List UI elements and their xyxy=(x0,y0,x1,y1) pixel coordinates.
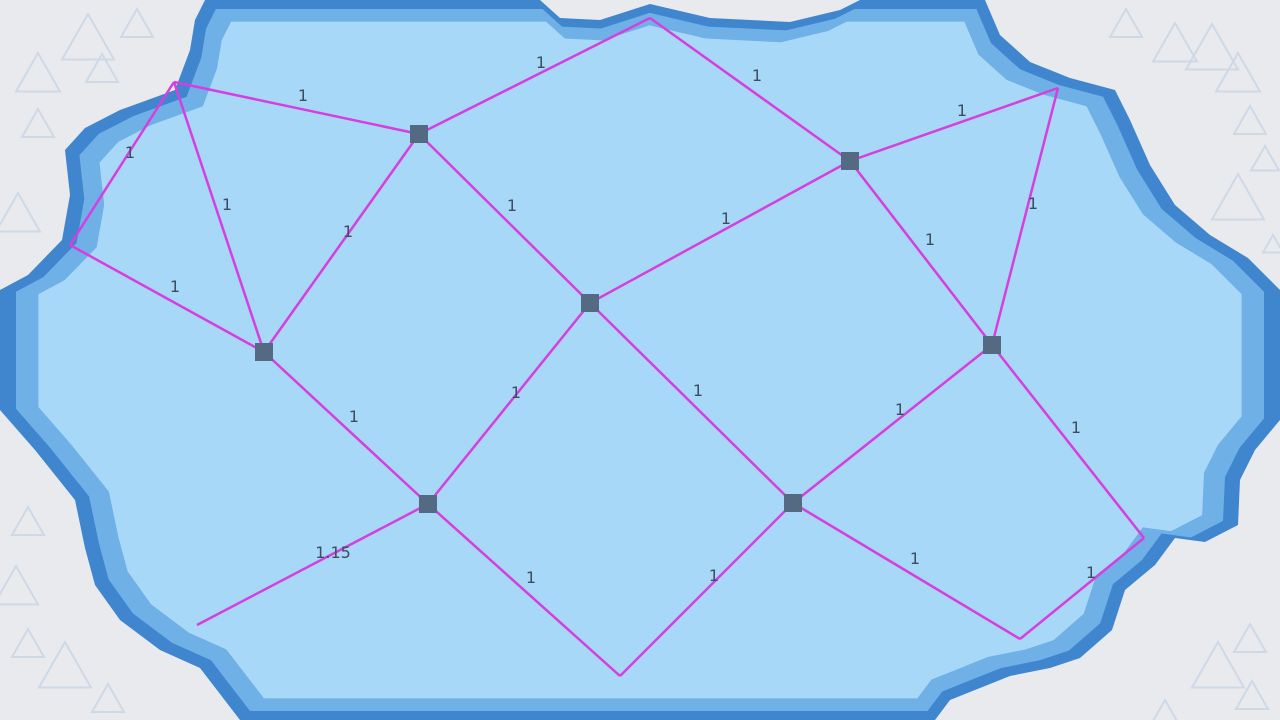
edge-weight-j1-j3: 1 xyxy=(507,196,517,215)
edge-weight-j1-j2: 1 xyxy=(343,222,353,241)
background-triangle xyxy=(1110,9,1142,37)
junction-j1[interactable] xyxy=(410,125,428,143)
background-triangle xyxy=(121,9,153,37)
background-triangle xyxy=(1186,24,1238,70)
background-triangle xyxy=(1216,53,1260,92)
background-triangle xyxy=(1153,700,1177,720)
background-triangle xyxy=(1263,235,1280,253)
edge-weight-f-e: 1 xyxy=(1086,563,1096,582)
edge-weight-j7-d: 1 xyxy=(709,566,719,585)
background-triangle xyxy=(39,642,91,688)
background-triangle xyxy=(0,193,40,232)
background-triangle xyxy=(1236,681,1268,709)
edge-weight-j6-d: 1 xyxy=(526,568,536,587)
edge-weight-a-j2: 1 xyxy=(222,195,232,214)
background-triangle xyxy=(12,629,44,657)
water-surface xyxy=(38,22,1241,699)
edge-weight-j4-j3: 1 xyxy=(721,209,731,228)
edge-weight-a-j1: 1 xyxy=(298,86,308,105)
edge-weight-j6-c: 1.15 xyxy=(315,543,351,562)
edge-weight-h-j4: 1 xyxy=(752,66,762,85)
background-triangle xyxy=(1234,106,1266,134)
background-triangle xyxy=(62,14,114,60)
background-triangle xyxy=(0,566,38,605)
edge-weight-j5-f: 1 xyxy=(1071,418,1081,437)
background-triangle xyxy=(1212,174,1264,220)
edge-weight-j3-j6: 1 xyxy=(511,383,521,402)
junction-j7[interactable] xyxy=(784,494,802,512)
junction-j4[interactable] xyxy=(841,152,859,170)
edge-weight-j2-j6: 1 xyxy=(349,407,359,426)
edge-weight-g-j5: 1 xyxy=(1028,194,1038,213)
background-triangle xyxy=(92,684,124,712)
background-triangle xyxy=(22,109,54,137)
junction-j5[interactable] xyxy=(983,336,1001,354)
junction-j2[interactable] xyxy=(255,343,273,361)
edge-weight-b-j2: 1 xyxy=(170,277,180,296)
background-triangle xyxy=(16,53,60,92)
edge-weight-j4-j5: 1 xyxy=(925,230,935,249)
edge-weight-j4-g: 1 xyxy=(957,101,967,120)
background-triangle xyxy=(12,507,44,535)
edge-weight-a-b: 1 xyxy=(125,143,135,162)
edge-weight-j1-h: 1 xyxy=(536,53,546,72)
background-triangle xyxy=(1153,23,1197,62)
edge-weight-j3-j7: 1 xyxy=(693,381,703,400)
edge-weight-j7-e: 1 xyxy=(910,549,920,568)
edge-weight-j5-j7: 1 xyxy=(895,400,905,419)
background-triangle xyxy=(1234,624,1266,652)
junction-j6[interactable] xyxy=(419,495,437,513)
junction-j3[interactable] xyxy=(581,294,599,312)
background-triangle xyxy=(1251,146,1279,171)
